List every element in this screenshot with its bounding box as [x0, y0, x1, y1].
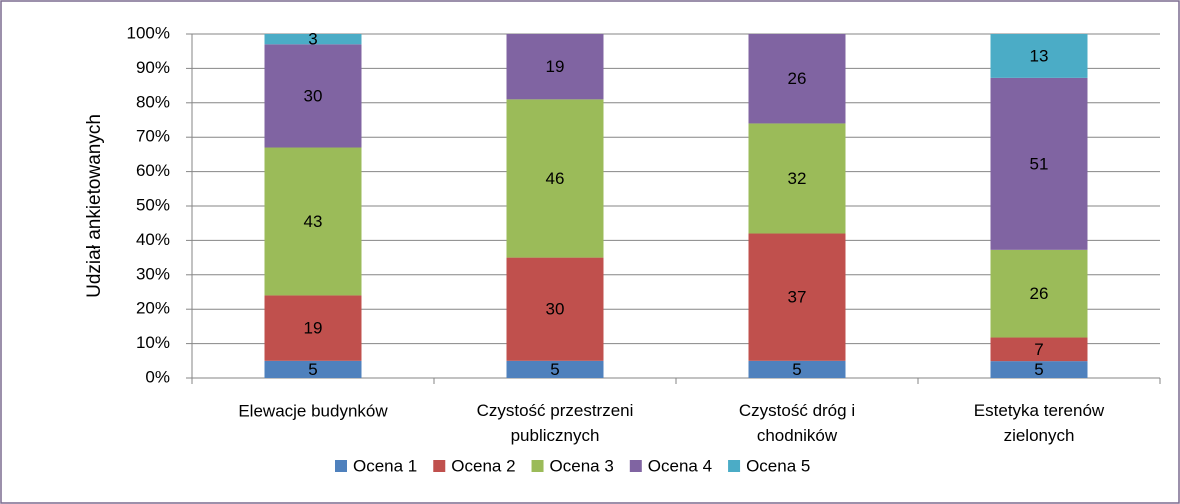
x-tick-label: Estetyka terenów zielonych: [974, 401, 1105, 445]
data-label: 37: [788, 288, 807, 307]
data-label: 19: [546, 57, 565, 76]
y-tick-label: 70%: [136, 127, 170, 146]
y-tick-label: 10%: [136, 333, 170, 352]
bar-segment: [990, 34, 1088, 78]
y-tick-label: 30%: [136, 264, 170, 283]
data-label: 5: [1034, 360, 1043, 379]
legend-label: Ocena 3: [550, 456, 614, 475]
data-label: 26: [1030, 284, 1049, 303]
bar-segment: [748, 233, 846, 361]
legend-label: Ocena 5: [746, 456, 810, 475]
bar-segment: [264, 44, 362, 148]
bar-segment: [506, 99, 604, 258]
y-tick-label: 40%: [136, 230, 170, 249]
bar-segment: [264, 360, 362, 378]
legend-swatch: [531, 460, 544, 472]
legend-label: Ocena 4: [648, 456, 712, 475]
y-tick-label: 0%: [145, 367, 170, 386]
y-tick-label: 80%: [136, 92, 170, 111]
bar-segment: [748, 34, 846, 124]
x-tick-label: Czystość dróg i chodników: [739, 401, 855, 445]
data-label: 51: [1030, 154, 1049, 173]
bar-segment: [506, 257, 604, 361]
bar-segment: [990, 361, 1088, 378]
data-label: 7: [1034, 340, 1043, 359]
data-label: 5: [550, 360, 559, 379]
data-label: 30: [546, 300, 565, 319]
legend-swatch: [728, 460, 741, 472]
legend-swatch: [335, 460, 347, 472]
bar-segment: [990, 77, 1088, 250]
y-tick-label: 60%: [136, 161, 170, 180]
x-tick-label: Czystość przestrzeni publicznych: [477, 401, 634, 445]
x-tick-label: Elewacje budynków: [238, 401, 388, 420]
data-label: 43: [304, 212, 323, 231]
y-tick-label: 100%: [127, 23, 170, 42]
legend-swatch: [629, 460, 642, 472]
data-label: 3: [308, 30, 317, 49]
bar-segment: [264, 34, 362, 45]
legend-label: Ocena 2: [451, 456, 515, 475]
bar-segment: [506, 360, 604, 378]
bar-segment: [748, 123, 846, 234]
bar-segment: [506, 34, 604, 100]
data-label: 30: [304, 86, 323, 105]
data-label: 32: [788, 169, 807, 188]
bar-segment: [264, 147, 362, 296]
y-axis-title: Udział ankietowanych: [84, 114, 105, 298]
data-label: 5: [308, 360, 317, 379]
y-tick-label: 50%: [136, 195, 170, 214]
data-label: 46: [546, 169, 565, 188]
data-label: 5: [792, 360, 801, 379]
bar-segment: [748, 360, 846, 378]
bar-segment: [990, 337, 1088, 362]
y-tick-label: 20%: [136, 299, 170, 318]
legend-swatch: [433, 460, 446, 472]
legend-label: Ocena 1: [353, 456, 417, 475]
bar-segment: [990, 249, 1088, 338]
data-label: 13: [1030, 46, 1049, 65]
data-label: 19: [304, 319, 323, 338]
data-label: 26: [788, 69, 807, 88]
bar-segment: [264, 295, 362, 361]
y-tick-label: 90%: [136, 58, 170, 77]
